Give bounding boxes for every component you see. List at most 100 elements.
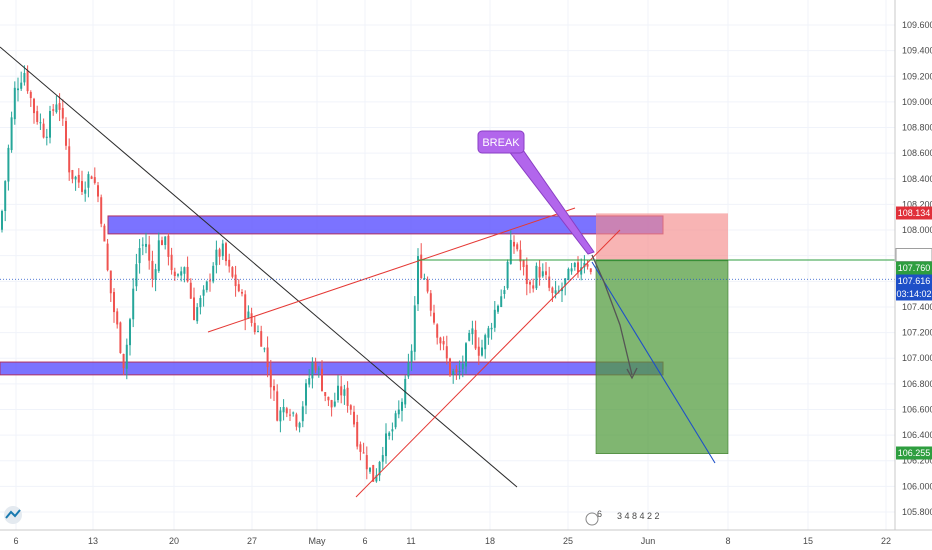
- projection-line-blue: [591, 261, 716, 464]
- candle-body: [125, 344, 128, 369]
- candle-body: [519, 249, 522, 262]
- price-tag-label: 107.801: [898, 250, 931, 260]
- stop-loss-box: [596, 213, 728, 261]
- candle-body: [324, 392, 327, 396]
- candle-body: [346, 387, 349, 406]
- candle-body: [42, 123, 45, 138]
- candle-body: [36, 111, 39, 122]
- candle-body: [84, 189, 87, 194]
- candle-body: [516, 244, 519, 250]
- candle-body: [244, 294, 247, 319]
- candle-body: [45, 136, 48, 138]
- candle-body: [317, 368, 320, 370]
- candle-body: [33, 98, 35, 114]
- candle-body: [151, 260, 154, 280]
- candle-body: [442, 341, 445, 345]
- candle-body: [394, 413, 397, 428]
- candle-body: [13, 87, 16, 120]
- y-tick-label: 109.400: [902, 46, 932, 56]
- candle-body: [167, 235, 170, 257]
- price-tag-box: [896, 446, 932, 460]
- candle-body: [455, 369, 458, 373]
- candle-body: [490, 327, 493, 330]
- candle-body: [26, 70, 29, 92]
- candle-body: [506, 261, 509, 289]
- candle-body: [493, 309, 496, 328]
- candle-body: [55, 104, 58, 113]
- candle-body: [385, 433, 387, 457]
- candle-body: [164, 236, 167, 245]
- candle-body: [538, 266, 541, 278]
- candle-body: [529, 281, 531, 285]
- candle-body: [567, 268, 570, 281]
- candle-body: [180, 271, 183, 276]
- candle-body: [375, 475, 378, 482]
- y-tick-label: 108.400: [902, 174, 932, 184]
- candle-body: [305, 383, 307, 406]
- candle-body: [429, 293, 432, 311]
- support-zone: [0, 361, 664, 376]
- x-tick-label: 27: [247, 536, 257, 546]
- x-tick-label: 22: [881, 536, 891, 546]
- x-tick-label: 11: [406, 536, 415, 546]
- break-callout-box: [477, 130, 525, 154]
- candle-body: [1, 211, 3, 230]
- candle-body: [183, 267, 186, 274]
- price-tag-label: 106.255: [898, 448, 931, 458]
- candle-body: [29, 92, 32, 99]
- candle-body: [522, 260, 525, 268]
- candle-body: [365, 455, 368, 470]
- candle-body: [532, 285, 535, 289]
- candle-body: [573, 262, 576, 268]
- candle-body: [90, 176, 93, 179]
- candle-body: [141, 244, 144, 246]
- candle-body: [87, 174, 90, 188]
- candle-body: [458, 370, 461, 372]
- candle-body: [436, 324, 439, 338]
- candle-body: [154, 269, 157, 280]
- chart-grid: [0, 0, 895, 530]
- candle-body: [161, 240, 163, 246]
- zones-layer: [0, 213, 729, 454]
- candle-body: [474, 329, 477, 349]
- candle-body: [583, 262, 586, 268]
- candle-body: [49, 110, 51, 138]
- candle-body: [413, 305, 416, 352]
- candle-body: [4, 181, 7, 211]
- drawings-layer: BREAK: [0, 46, 932, 498]
- candle-body: [471, 328, 474, 335]
- candle-body: [109, 270, 112, 294]
- x-tick-label: 6: [13, 536, 18, 546]
- candle-body: [388, 432, 391, 436]
- y-tick-label: 109.000: [902, 97, 932, 107]
- y-tick-label: 108.200: [902, 199, 932, 209]
- candle-body: [186, 266, 189, 282]
- candle-body: [439, 337, 442, 344]
- candle-body: [509, 239, 512, 264]
- candle-body: [327, 396, 330, 401]
- price-tag-label: 107.760: [898, 263, 931, 273]
- candle-body: [129, 319, 131, 346]
- candle-body: [202, 289, 205, 296]
- price-axis[interactable]: 109.600 109.400 109.200 109.000 108.800 108.6…: [894, 0, 932, 530]
- candle-body: [349, 405, 352, 410]
- y-tick-label: 105.800: [902, 507, 932, 517]
- time-axis[interactable]: 6 13 20 27 May 6 11 18 25 Jun 8 15 22: [0, 529, 932, 546]
- candle-body: [308, 378, 311, 385]
- candle-body: [561, 287, 563, 292]
- candle-body: [420, 254, 423, 278]
- candle-body: [372, 465, 375, 482]
- candle-body: [52, 109, 55, 111]
- candle-body: [228, 259, 231, 267]
- candle-body: [20, 82, 23, 89]
- candle-body: [362, 452, 365, 454]
- candle-body: [289, 414, 291, 416]
- candle-body: [260, 331, 263, 347]
- candle-body: [353, 411, 355, 425]
- candle-body: [577, 262, 579, 273]
- event-flag-icon: [585, 512, 599, 526]
- candle-body: [477, 346, 480, 356]
- x-tick-label: 20: [169, 536, 179, 546]
- price-tag-box: [896, 274, 932, 288]
